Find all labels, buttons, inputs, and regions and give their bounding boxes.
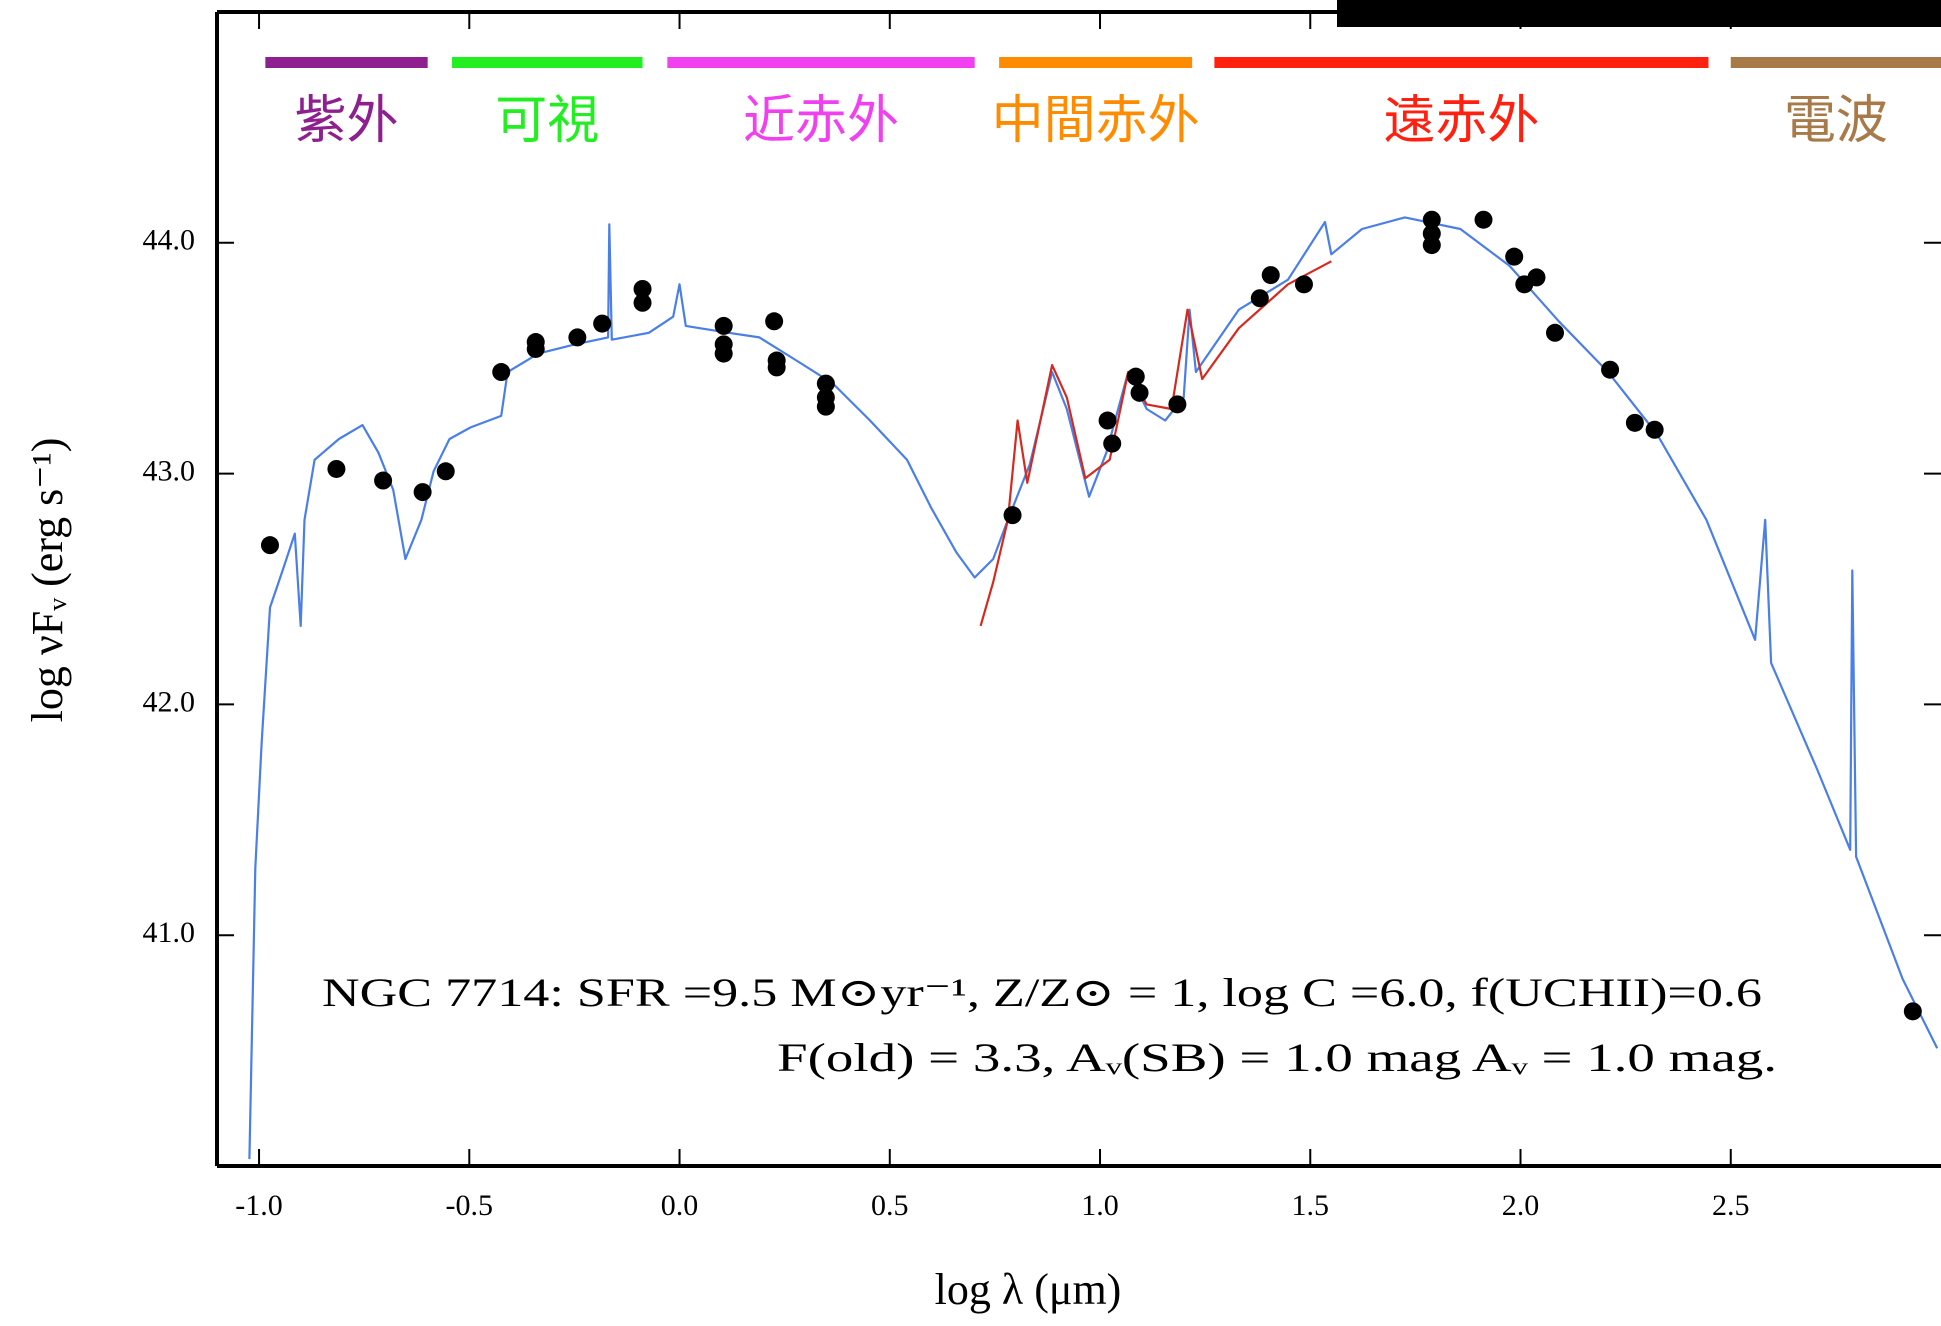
x-tick-label: -1.0	[235, 1189, 283, 1222]
data-point	[816, 374, 835, 393]
data-point	[1645, 420, 1664, 439]
band-bar	[1730, 57, 1941, 68]
data-point	[1505, 247, 1524, 266]
data-point	[1294, 275, 1313, 294]
model-line	[979, 260, 1332, 627]
data-point	[1903, 1002, 1922, 1021]
data-point	[1130, 383, 1149, 402]
y-tick-label: 41.0	[143, 916, 196, 949]
data-point	[816, 397, 835, 416]
data-point	[1261, 266, 1280, 285]
band-bar	[667, 57, 975, 68]
band-bar	[452, 57, 643, 68]
data-point	[413, 483, 432, 502]
data-point	[327, 459, 346, 478]
band-label: 中間赤外	[992, 91, 1200, 151]
data-point	[714, 316, 733, 335]
data-point	[1168, 395, 1187, 414]
x-tick-label: 0.0	[661, 1189, 699, 1222]
data-point	[1474, 210, 1493, 229]
data-point	[1126, 367, 1145, 386]
data-point	[767, 358, 786, 377]
data-point	[568, 328, 587, 347]
x-tick-label: 2.0	[1502, 1189, 1540, 1222]
data-point	[526, 339, 545, 358]
x-axis-label: log λ (μm)	[935, 1265, 1122, 1314]
annotation: NGC 7714: SFR =9.5 M⊙yr⁻¹, Z/Z⊙ = 1, log…	[322, 970, 1762, 1015]
data-point	[1625, 413, 1644, 432]
data-point	[1601, 360, 1620, 379]
data-point	[1527, 268, 1546, 287]
x-tick-label: -0.5	[446, 1189, 494, 1222]
y-axis-label: log νFᵥ (erg s⁻¹)	[23, 438, 72, 723]
data-point	[1422, 236, 1441, 255]
data-point	[714, 344, 733, 363]
model-line	[248, 216, 1939, 1160]
data-point	[374, 471, 393, 490]
x-tick-label: 1.5	[1292, 1189, 1330, 1222]
data-point	[1098, 411, 1117, 430]
data-point	[1250, 289, 1269, 308]
data-point	[260, 536, 279, 555]
band-label: 電波	[1784, 91, 1888, 151]
x-tick-label: 1.0	[1081, 1189, 1119, 1222]
data-point	[1103, 434, 1122, 453]
y-tick-label: 42.0	[143, 685, 196, 718]
band-bar	[265, 57, 428, 68]
band-label: 遠赤外	[1383, 91, 1539, 151]
y-tick-label: 44.0	[143, 224, 196, 257]
band-label: 可視	[495, 91, 599, 151]
data-point	[436, 462, 455, 481]
data-point	[633, 293, 652, 312]
data-point	[1545, 323, 1564, 342]
data-point	[765, 312, 784, 331]
band-label: 紫外	[295, 91, 399, 151]
band-bar	[999, 57, 1193, 68]
band-label: 近赤外	[743, 91, 899, 151]
data-point	[593, 314, 612, 333]
data-point	[492, 363, 511, 382]
data-point	[1003, 506, 1022, 525]
data-point	[633, 279, 652, 298]
band-bar	[1214, 57, 1709, 68]
data-point	[1422, 210, 1441, 229]
x-tick-label: 0.5	[871, 1189, 909, 1222]
plot-area	[248, 57, 1941, 1160]
y-tick-label: 43.0	[143, 454, 196, 487]
annotation: F(old) = 3.3, Aᵥ(SB) = 1.0 mag Aᵥ = 1.0 …	[777, 1035, 1777, 1080]
x-tick-label: 2.5	[1712, 1189, 1750, 1222]
